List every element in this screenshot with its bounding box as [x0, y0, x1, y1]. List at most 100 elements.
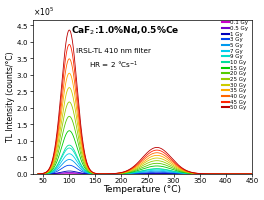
- 30 Gy: [172, 164, 175, 167]
- Line: 7 Gy: 7 Gy: [38, 154, 257, 174]
- 10 Gy: [174, 170, 177, 173]
- 1 Gy: [68, 170, 71, 172]
- 50 Gy: [256, 173, 259, 175]
- 25 Gy: [68, 101, 71, 103]
- Legend: 0.1 Gy, 0.5 Gy, 1 Gy, 3 Gy, 5 Gy, 7 Gy, 9 Gy, 10 Gy, 15 Gy, 20 Gy, 25 Gy, 30 Gy,: 0.1 Gy, 0.5 Gy, 1 Gy, 3 Gy, 5 Gy, 7 Gy, …: [221, 20, 249, 111]
- Line: 35 Gy: 35 Gy: [38, 73, 257, 174]
- 20 Gy: [216, 173, 219, 175]
- 25 Gy: [174, 167, 177, 169]
- 45 Gy: [203, 173, 206, 175]
- 35 Gy: [216, 173, 219, 175]
- 20 Gy: [174, 168, 177, 170]
- 15 Gy: [216, 173, 219, 175]
- 35 Gy: [136, 165, 139, 167]
- Line: 15 Gy: 15 Gy: [38, 131, 257, 174]
- 25 Gy: [203, 173, 206, 175]
- 0.5 Gy: [68, 171, 71, 174]
- 1 Gy: [99, 173, 102, 175]
- 25 Gy: [216, 173, 219, 175]
- 7 Gy: [172, 171, 175, 173]
- 10 Gy: [256, 173, 259, 175]
- 0.1 Gy: [256, 173, 259, 175]
- 1 Gy: [203, 173, 206, 175]
- 0.5 Gy: [203, 173, 206, 175]
- 3 Gy: [172, 172, 175, 174]
- 30 Gy: [174, 166, 177, 168]
- 5 Gy: [203, 173, 206, 175]
- 1 Gy: [36, 173, 40, 175]
- 20 Gy: [136, 168, 139, 171]
- 35 Gy: [99, 173, 102, 175]
- 25 Gy: [136, 167, 139, 169]
- 40 Gy: [68, 58, 71, 60]
- 5 Gy: [68, 158, 71, 161]
- 0.1 Gy: [203, 173, 206, 175]
- Line: 30 Gy: 30 Gy: [38, 88, 257, 174]
- 0.1 Gy: [174, 173, 177, 175]
- Line: 25 Gy: 25 Gy: [38, 102, 257, 174]
- 7 Gy: [174, 171, 177, 173]
- 50 Gy: [216, 173, 219, 175]
- 20 Gy: [203, 173, 206, 175]
- Line: 3 Gy: 3 Gy: [38, 165, 257, 174]
- 45 Gy: [136, 162, 139, 165]
- 30 Gy: [256, 173, 259, 175]
- 10 Gy: [136, 170, 139, 173]
- 0.5 Gy: [172, 173, 175, 175]
- Line: 40 Gy: 40 Gy: [38, 59, 257, 174]
- 5 Gy: [172, 171, 175, 174]
- 3 Gy: [36, 173, 40, 175]
- 40 Gy: [256, 173, 259, 175]
- Line: 9 Gy: 9 Gy: [38, 148, 257, 174]
- 7 Gy: [36, 173, 40, 175]
- 3 Gy: [216, 173, 219, 175]
- 25 Gy: [172, 166, 175, 168]
- 10 Gy: [203, 173, 206, 175]
- 7 Gy: [256, 173, 259, 175]
- 15 Gy: [136, 169, 139, 172]
- 40 Gy: [99, 173, 102, 175]
- 25 Gy: [36, 173, 40, 175]
- 3 Gy: [68, 164, 71, 166]
- 7 Gy: [216, 173, 219, 175]
- 50 Gy: [174, 161, 177, 163]
- Line: 1 Gy: 1 Gy: [38, 171, 257, 174]
- 9 Gy: [99, 173, 102, 175]
- 35 Gy: [174, 165, 177, 167]
- 9 Gy: [203, 173, 206, 175]
- 9 Gy: [172, 170, 175, 173]
- 10 Gy: [216, 173, 219, 175]
- Text: IRSL-TL 410 nm filter: IRSL-TL 410 nm filter: [76, 48, 151, 54]
- 50 Gy: [68, 29, 71, 31]
- 40 Gy: [203, 173, 206, 175]
- 30 Gy: [203, 173, 206, 175]
- 45 Gy: [172, 160, 175, 163]
- 0.1 Gy: [36, 173, 40, 175]
- 3 Gy: [203, 173, 206, 175]
- 7 Gy: [136, 171, 139, 174]
- 15 Gy: [256, 173, 259, 175]
- 30 Gy: [36, 173, 40, 175]
- Line: 5 Gy: 5 Gy: [38, 160, 257, 174]
- 5 Gy: [174, 172, 177, 174]
- 25 Gy: [256, 173, 259, 175]
- 0.1 Gy: [172, 173, 175, 175]
- 7 Gy: [99, 173, 102, 175]
- 0.5 Gy: [136, 173, 139, 175]
- 0.1 Gy: [68, 172, 71, 175]
- 30 Gy: [136, 166, 139, 168]
- Line: 50 Gy: 50 Gy: [38, 30, 257, 174]
- 5 Gy: [99, 173, 102, 175]
- 20 Gy: [99, 173, 102, 175]
- 50 Gy: [203, 173, 206, 175]
- 15 Gy: [174, 169, 177, 172]
- 25 Gy: [99, 173, 102, 175]
- 35 Gy: [68, 72, 71, 74]
- 0.1 Gy: [99, 173, 102, 175]
- Text: CaF$_2$:1.0%Nd,0.5%Ce: CaF$_2$:1.0%Nd,0.5%Ce: [70, 25, 179, 37]
- 40 Gy: [216, 173, 219, 175]
- 30 Gy: [216, 173, 219, 175]
- Line: 10 Gy: 10 Gy: [38, 145, 257, 174]
- 0.1 Gy: [136, 173, 139, 175]
- 5 Gy: [36, 173, 40, 175]
